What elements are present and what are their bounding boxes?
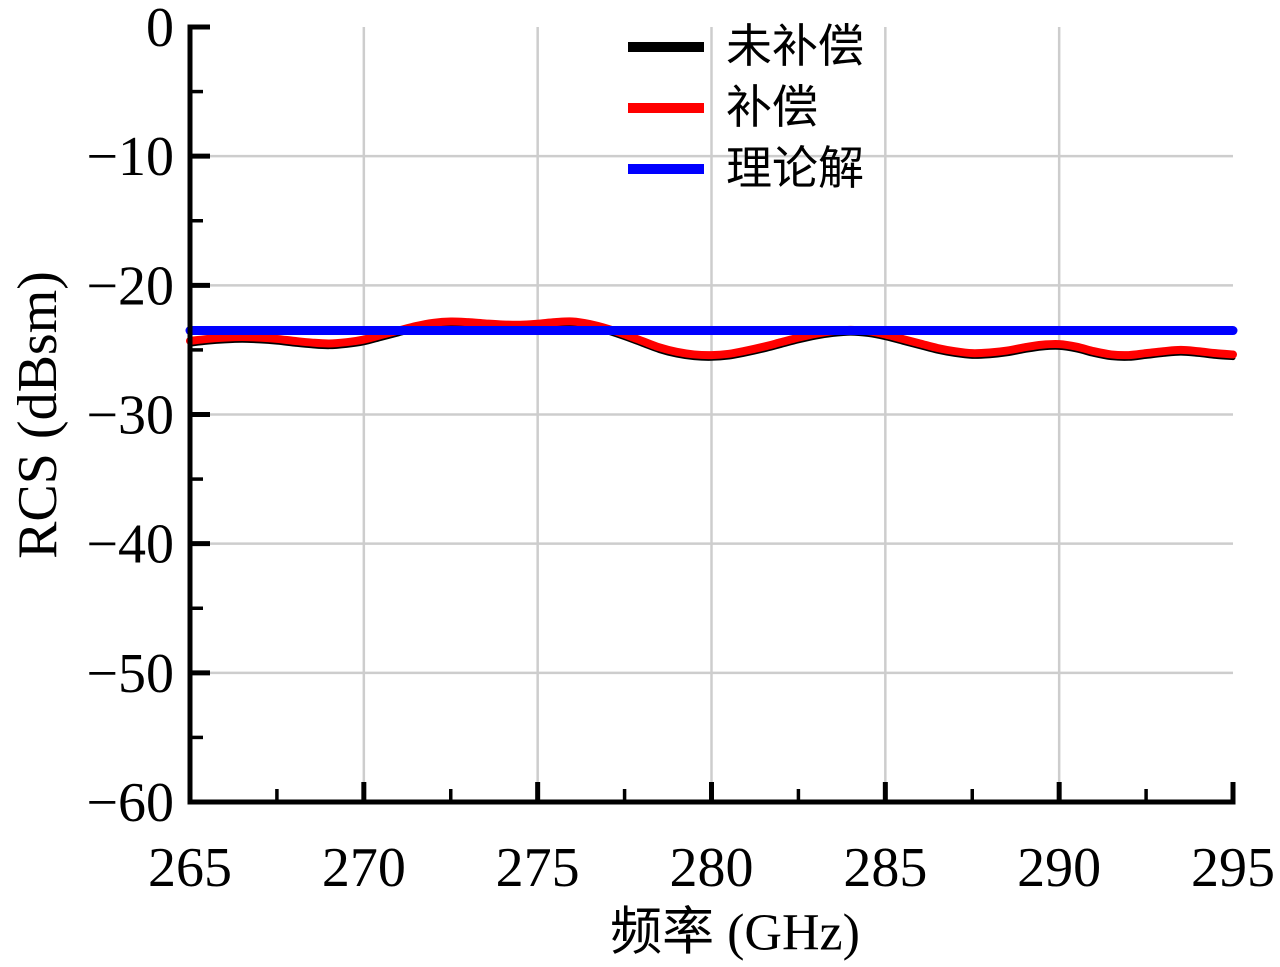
x-tick-label: 285 bbox=[843, 837, 927, 899]
compensated-line bbox=[186, 317, 1237, 360]
y-tick-label: −60 bbox=[86, 772, 174, 834]
grid-layer bbox=[190, 27, 1233, 802]
blue-line-swatch bbox=[628, 163, 704, 174]
axes-layer bbox=[187, 24, 1236, 805]
y-tick-label: −30 bbox=[86, 385, 174, 447]
x-tick-label: 270 bbox=[322, 837, 406, 899]
legend-item-uncompensated: 未补偿 bbox=[628, 16, 864, 77]
legend-label-uncompensated: 未补偿 bbox=[726, 20, 864, 72]
y-axis-title: RCS (dBsm) bbox=[7, 271, 69, 559]
legend-item-theoretical: 理论解 bbox=[628, 138, 864, 199]
y-tick-label: −20 bbox=[86, 255, 174, 317]
legend-label-compensated: 补偿 bbox=[726, 81, 818, 133]
x-axis-title: 频率 (GHz) bbox=[610, 904, 860, 962]
x-tick-label: 275 bbox=[496, 837, 580, 899]
y-tick-label: 0 bbox=[146, 0, 174, 59]
y-tick-label: −40 bbox=[86, 514, 174, 576]
legend-item-compensated: 补偿 bbox=[628, 77, 864, 138]
red-line-swatch bbox=[628, 102, 704, 113]
black-line-swatch bbox=[628, 41, 704, 52]
legend-label-theoretical: 理论解 bbox=[726, 142, 864, 194]
tick-label-layer: 265 270 275 280 285 290 295 0 −10 −20 −30 −40 −50 −60 bbox=[86, 0, 1275, 899]
y-tick-label: −10 bbox=[86, 126, 174, 188]
legend: 未补偿 补偿 理论解 bbox=[628, 16, 864, 199]
x-tick-label: 295 bbox=[1191, 837, 1275, 899]
x-tick-label: 290 bbox=[1017, 837, 1101, 899]
series-layer bbox=[185, 317, 1238, 361]
y-tick-label: −50 bbox=[86, 643, 174, 705]
x-tick-label: 265 bbox=[148, 837, 232, 899]
x-tick-label: 280 bbox=[670, 837, 754, 899]
